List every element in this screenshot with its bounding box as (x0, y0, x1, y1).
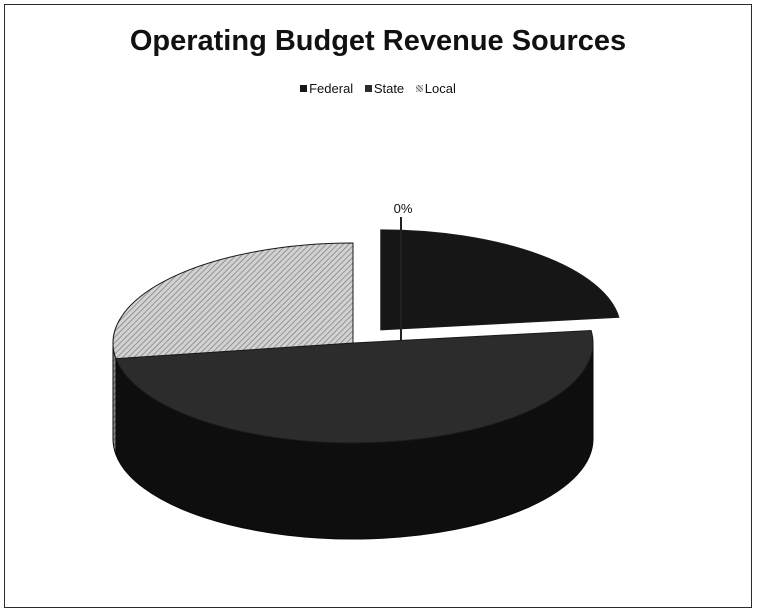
legend-item-federal: Federal (300, 81, 353, 96)
legend-label-local: Local (424, 81, 456, 96)
legend-swatch-federal (300, 85, 308, 93)
chart-frame: Operating Budget Revenue Sources Federal… (4, 4, 752, 608)
pie-slice-federal (380, 229, 620, 331)
legend: Federal State Local (5, 81, 751, 96)
legend-swatch-local (415, 85, 423, 93)
legend-swatch-state (364, 85, 372, 93)
pie-slice-local (112, 242, 354, 360)
pie-slice-state (115, 329, 594, 444)
legend-item-state: State (364, 81, 405, 96)
legend-label-federal: Federal (309, 81, 354, 96)
pie-chart: 0% (112, 201, 620, 540)
legend-item-local: Local (415, 81, 456, 96)
data-label-zero: 0% (394, 201, 413, 216)
chart-title: Operating Budget Revenue Sources (129, 25, 627, 57)
legend-label-state: State (373, 81, 405, 96)
pie-side-local (112, 342, 117, 455)
pie-slices (112, 229, 620, 540)
